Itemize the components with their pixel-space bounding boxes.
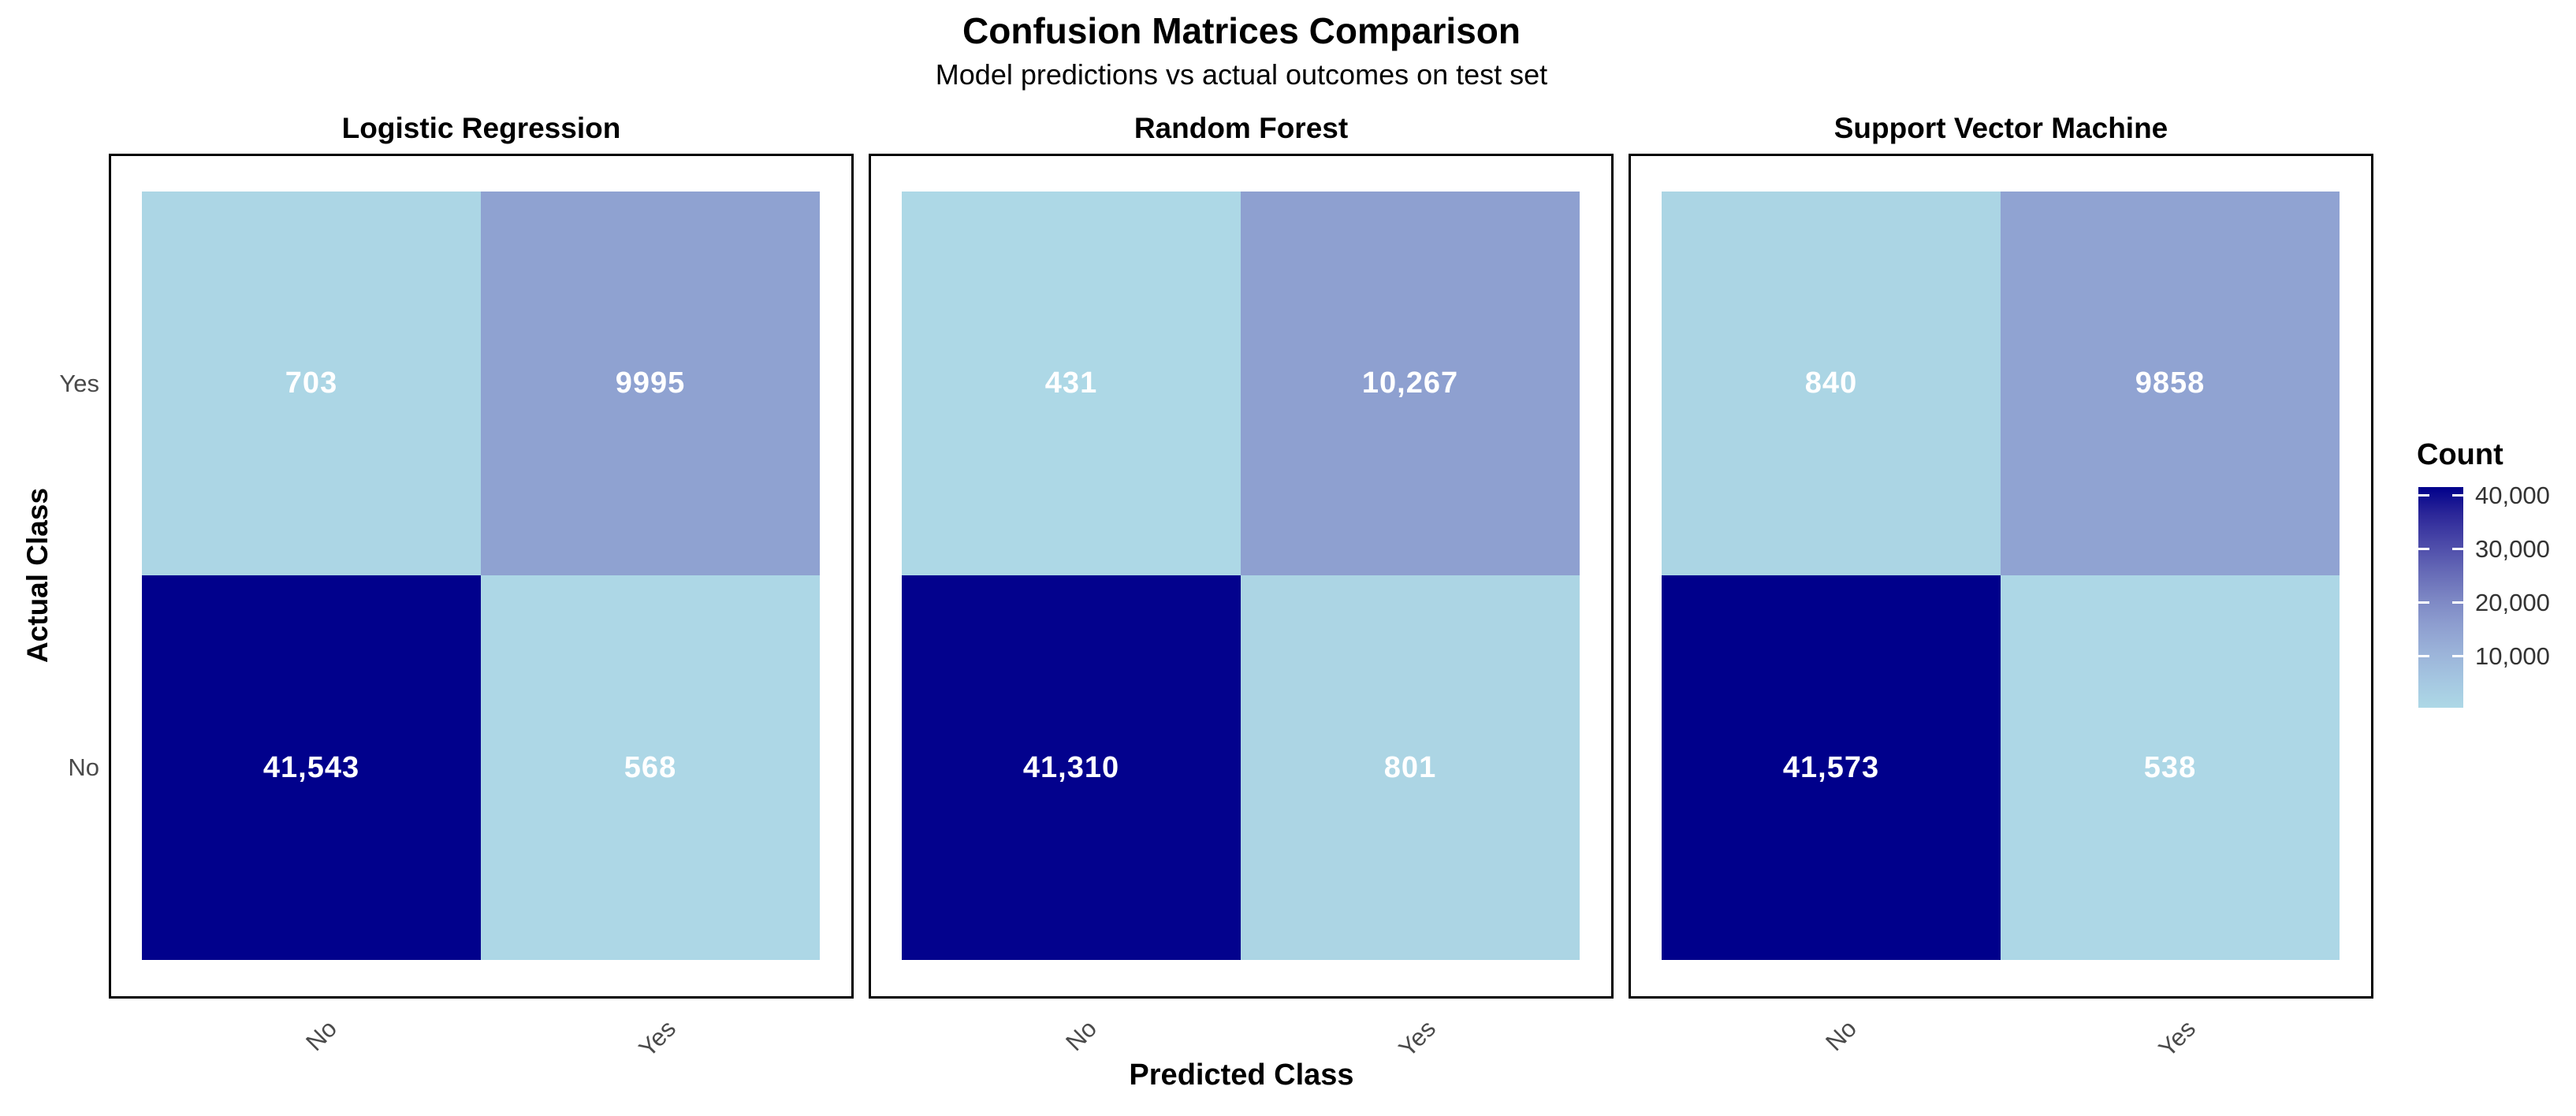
cell-value: 568 [624,750,677,784]
heatmap-cell-no-no: 41,310 [902,575,1241,960]
cell-value: 10,267 [1361,366,1459,400]
cell-value: 41,310 [1022,750,1120,784]
heatmap-cell-yes-yes: 9995 [481,192,820,575]
heatmap-cell-yes-yes: 10,267 [1241,192,1580,575]
cell-value: 703 [285,366,338,400]
panel-logistic-regression: Logistic Regression 703 9995 41,543 568 [109,110,854,1040]
y-tick-label-yes: Yes [59,370,99,397]
cell-value: 41,543 [262,750,360,784]
legend-tick-mark [2452,494,2463,497]
panel-title: Random Forest [1134,112,1349,144]
heatmap-cell-no-yes: 568 [481,575,820,960]
heatmap-cell-yes-no: 431 [902,192,1241,575]
panel-title: Logistic Regression [341,112,621,144]
legend-tick-label: 10,000 [2475,642,2550,670]
y-axis-title: Actual Class [21,487,54,664]
panel-plot-area: 431 10,267 41,310 801 [869,154,1614,999]
panel-title: Support Vector Machine [1833,112,2168,144]
panel-support-vector-machine: Support Vector Machine 840 9858 41,573 5… [1629,110,2373,1040]
panel-plot-area: 703 9995 41,543 568 [109,154,854,999]
legend-tick-mark [2452,548,2463,550]
heatmap-cell-yes-yes: 9858 [2001,192,2340,575]
cell-value: 41,573 [1782,750,1880,784]
panel-random-forest: Random Forest 431 10,267 41,310 801 [869,110,1614,1040]
legend-tick-label: 30,000 [2475,535,2550,563]
legend-colorbar [2418,487,2463,708]
chart-title: Confusion Matrices Comparison [962,10,1521,51]
cell-value: 9995 [615,366,686,400]
heatmap-cell-no-no: 41,543 [142,575,481,960]
legend-tick-mark [2418,548,2429,550]
legend-tick-mark [2418,601,2429,604]
legend-tick-label: 40,000 [2475,482,2550,509]
cell-value: 431 [1044,366,1098,400]
cell-value: 9858 [2135,366,2206,400]
cell-value: 840 [1804,366,1858,400]
heatmap-cell-yes-no: 840 [1662,192,2001,575]
legend-tick-mark [2418,494,2429,497]
legend-tick-label: 20,000 [2475,589,2550,616]
heatmap-cell-no-yes: 538 [2001,575,2340,960]
panel-plot-area: 840 9858 41,573 538 [1629,154,2373,999]
legend-title: Count [2417,438,2503,471]
legend-tick-mark [2418,655,2429,657]
cell-value: 538 [2143,750,2197,784]
cell-value: 801 [1383,750,1437,784]
legend-tick-mark [2452,655,2463,657]
y-tick-label-no: No [68,753,99,781]
heatmap-cell-no-yes: 801 [1241,575,1580,960]
legend-tick-mark [2452,601,2463,604]
x-axis-title: Predicted Class [1129,1058,1354,1092]
heatmap-cell-no-no: 41,573 [1662,575,2001,960]
heatmap-cell-yes-no: 703 [142,192,481,575]
chart-subtitle: Model predictions vs actual outcomes on … [935,58,1548,91]
